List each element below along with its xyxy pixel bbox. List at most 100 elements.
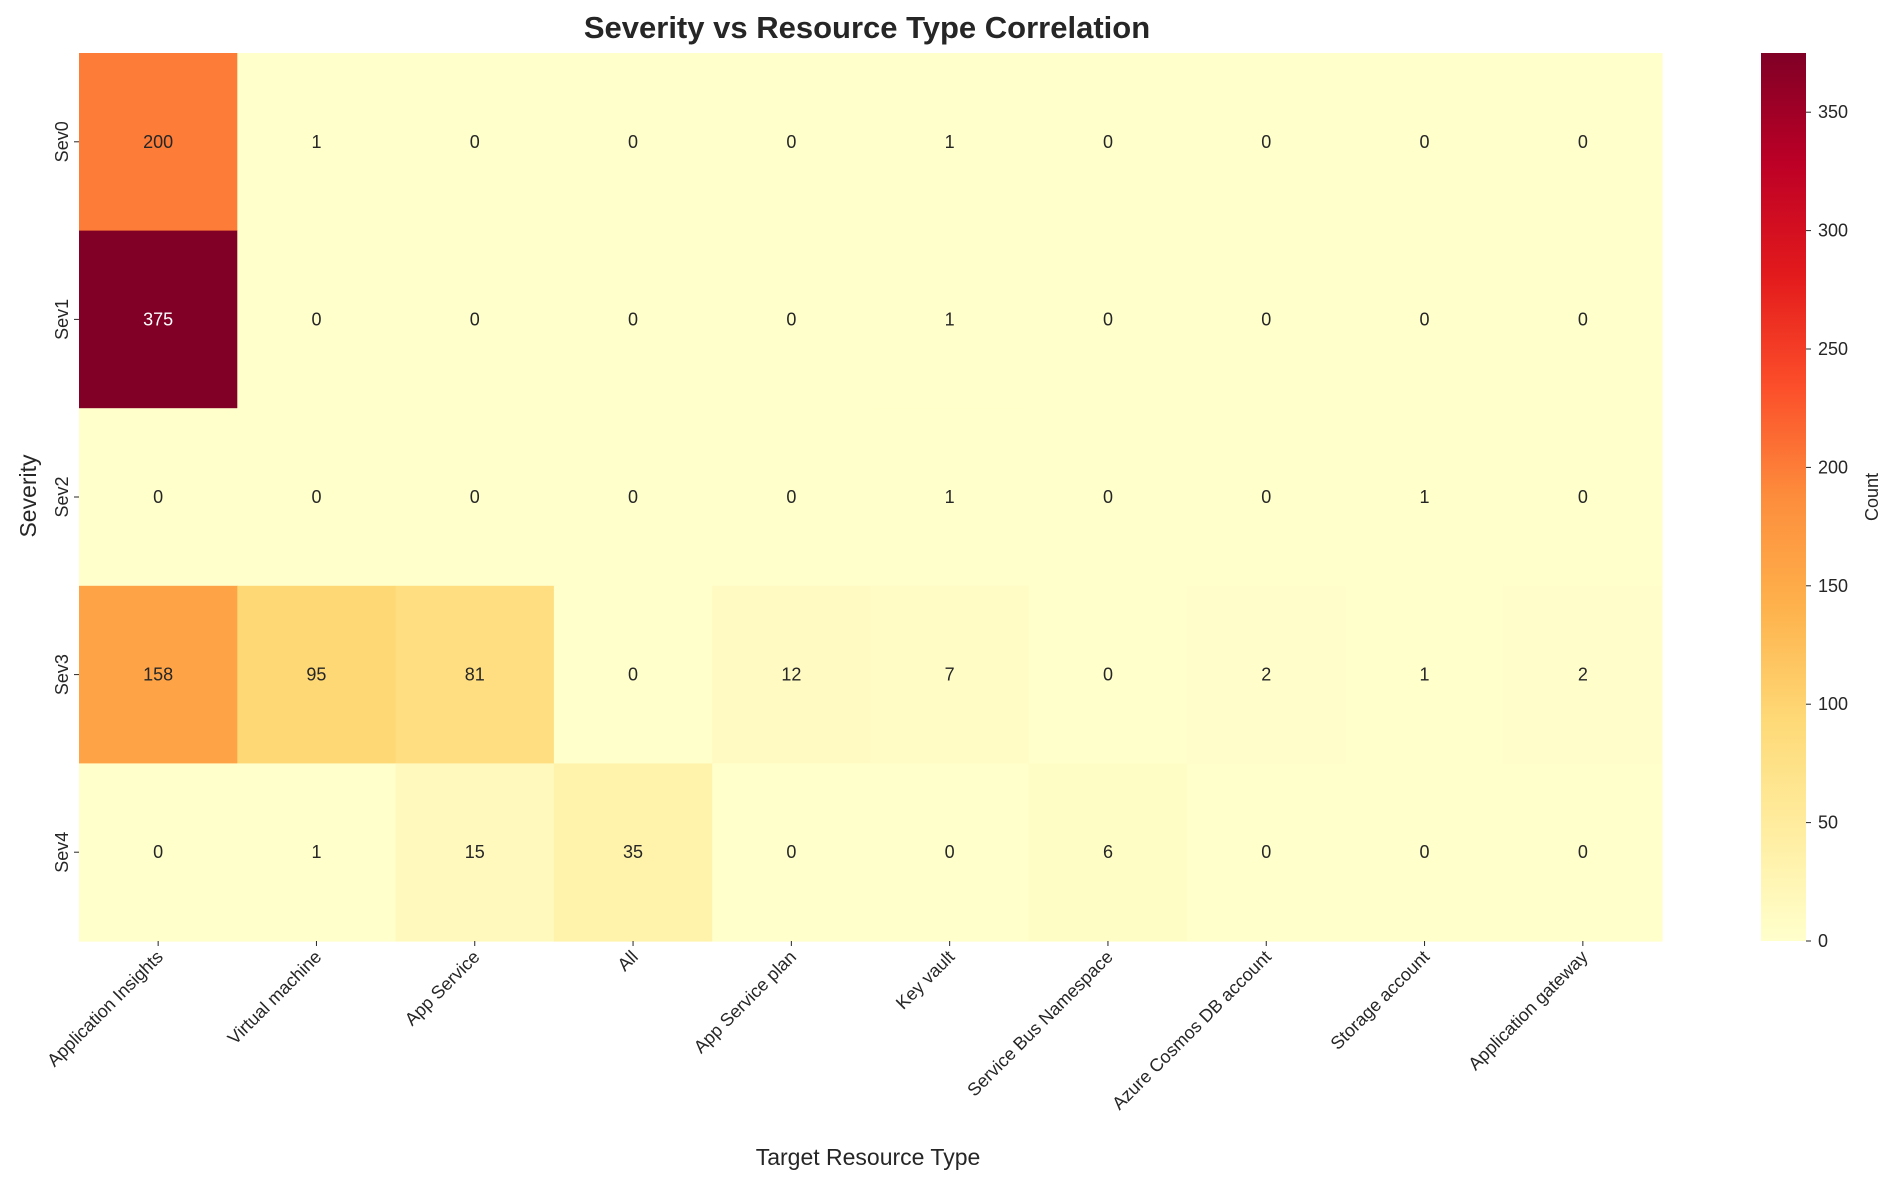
cell-value-label: 0	[1420, 842, 1430, 862]
cell-value-label: 35	[623, 842, 643, 862]
heatmap-cell	[1503, 763, 1663, 942]
heatmap-cell	[712, 230, 872, 409]
colorbar-tick-label: 150	[1818, 576, 1848, 596]
heatmap-cell	[1503, 585, 1663, 764]
heatmap-cell	[395, 408, 555, 587]
colorbar-tick-label: 100	[1818, 694, 1848, 714]
heatmap-cell	[1187, 763, 1346, 942]
colorbar: 0 50 100 150 200 250 300 350 Count	[1761, 53, 1882, 951]
heatmap-cell	[1028, 763, 1188, 942]
cell-value-label: 200	[143, 132, 173, 152]
cell-value-label: 1	[945, 309, 955, 329]
cell-value-label: 0	[1103, 665, 1113, 685]
cell-value-label: 95	[306, 665, 326, 685]
cell-value-label: 0	[628, 665, 638, 685]
heatmap-cell	[1345, 230, 1505, 409]
cell-value-label: 0	[786, 132, 796, 152]
heatmap-cell	[237, 230, 397, 409]
cell-value-label: 1	[1420, 487, 1430, 507]
y-tick-label: Sev0	[52, 121, 72, 162]
x-tick-label: Application Insights	[43, 947, 167, 1071]
cell-value-label: 0	[786, 309, 796, 329]
cell-value-label: 0	[628, 487, 638, 507]
cell-value-label: 2	[1578, 665, 1588, 685]
heatmap-cell	[712, 585, 872, 764]
cell-value-label: 0	[1261, 487, 1271, 507]
colorbar-label: Count	[1862, 473, 1882, 521]
heatmap-cell	[553, 408, 713, 587]
heatmap-cell	[553, 53, 713, 232]
colorbar-tick-label: 300	[1818, 221, 1848, 241]
cell-value-label: 0	[1261, 842, 1271, 862]
heatmap-cell	[395, 585, 555, 764]
colorbar-tick-label: 200	[1818, 457, 1848, 477]
heatmap-cell	[1345, 585, 1505, 764]
x-tick-label: Service Bus Namespace	[963, 947, 1117, 1101]
x-tick-label: Application gateway	[1464, 947, 1591, 1074]
cell-value-label: 1	[945, 487, 955, 507]
cell-value-label: 0	[153, 487, 163, 507]
heatmap-cell	[553, 230, 713, 409]
heatmap-cell	[1503, 408, 1663, 587]
cell-value-label: 1	[945, 132, 955, 152]
cell-value-label: 1	[311, 132, 321, 152]
chart-title: Severity vs Resource Type Correlation	[584, 10, 1150, 45]
colorbar-gradient	[1761, 53, 1806, 941]
heatmap-cell	[1345, 763, 1505, 942]
cell-value-label: 15	[465, 842, 485, 862]
cell-value-label: 0	[1578, 132, 1588, 152]
heatmap-cell	[712, 763, 872, 942]
heatmap-cell	[79, 230, 238, 409]
heatmap-cell	[1028, 408, 1188, 587]
x-tick-label: Storage account	[1327, 947, 1434, 1054]
heatmap-cell	[1503, 230, 1663, 409]
heatmap-cell	[237, 763, 397, 942]
heatmap-cell	[237, 53, 397, 232]
heatmap-cells	[79, 53, 1663, 942]
y-axis-label: Severity	[15, 454, 41, 538]
cell-value-label: 7	[945, 665, 955, 685]
heatmap-cell	[553, 763, 713, 942]
heatmap-cell	[79, 763, 238, 942]
cell-value-label: 0	[1578, 309, 1588, 329]
heatmap-cell	[237, 585, 397, 764]
heatmap-cell	[870, 763, 1030, 942]
heatmap-cell	[712, 408, 872, 587]
cell-value-label: 0	[311, 487, 321, 507]
y-tick-label: Sev1	[52, 299, 72, 340]
x-axis-ticks: Application Insights Virtual machine App S…	[43, 941, 1592, 1114]
heatmap-cell	[1187, 408, 1346, 587]
heatmap-cell	[870, 585, 1030, 764]
cell-value-label: 1	[1420, 665, 1430, 685]
cell-value-label: 81	[465, 665, 485, 685]
cell-value-label: 0	[1261, 309, 1271, 329]
cell-value-label: 0	[470, 309, 480, 329]
heatmap-cell	[79, 53, 238, 232]
cell-value-label: 12	[781, 665, 801, 685]
x-tick-label: App Service	[401, 947, 484, 1030]
cell-value-label: 0	[1103, 132, 1113, 152]
colorbar-tick-label: 0	[1818, 931, 1828, 951]
cell-value-label: 0	[945, 842, 955, 862]
y-tick-label: Sev3	[52, 654, 72, 695]
heatmap-cell	[1503, 53, 1663, 232]
colorbar-ticks: 0 50 100 150 200 250 300 350	[1806, 102, 1848, 951]
y-tick-label: Sev2	[52, 476, 72, 517]
cell-value-label: 0	[1578, 842, 1588, 862]
x-tick-label: Azure Cosmos DB account	[1108, 947, 1275, 1114]
cell-value-label: 0	[1261, 132, 1271, 152]
heatmap-cell	[870, 230, 1030, 409]
cell-value-label: 0	[470, 132, 480, 152]
heatmap-cell	[870, 53, 1030, 232]
cell-value-label: 0	[470, 487, 480, 507]
heatmap-cell	[1345, 408, 1505, 587]
cell-value-label: 0	[1578, 487, 1588, 507]
heatmap-cell	[395, 230, 555, 409]
cell-value-label: 2	[1261, 665, 1271, 685]
heatmap-cell	[553, 585, 713, 764]
heatmap-cell	[1028, 585, 1188, 764]
colorbar-tick-label: 250	[1818, 339, 1848, 359]
